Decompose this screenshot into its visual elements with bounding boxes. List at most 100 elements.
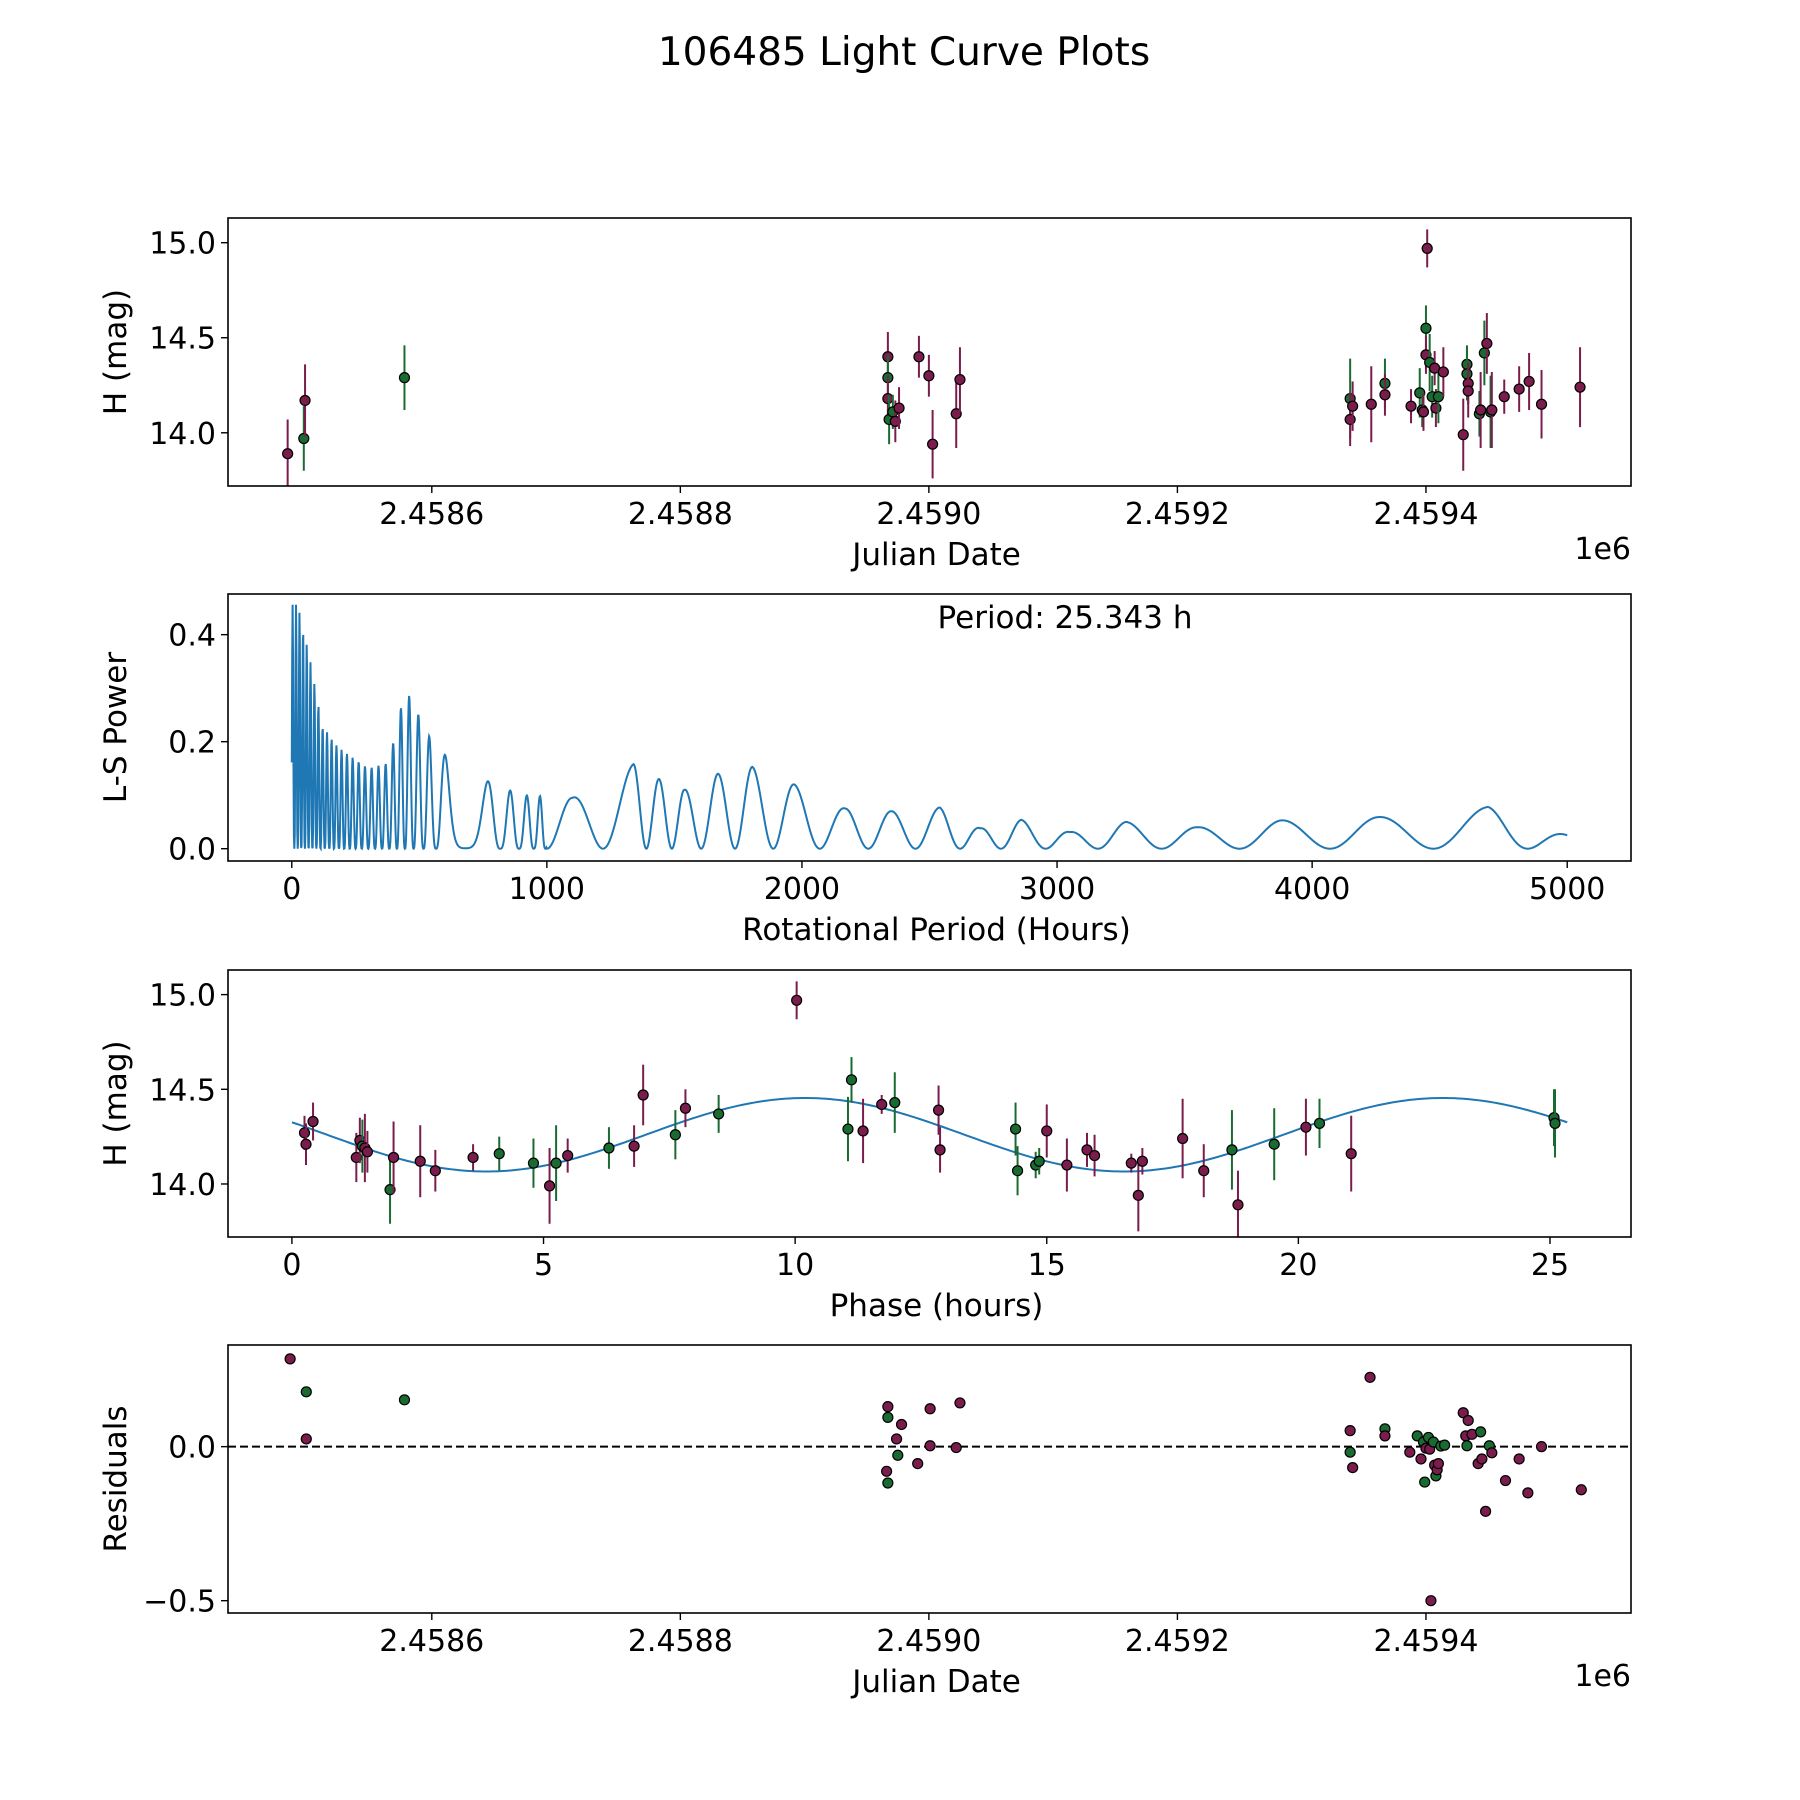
data-point-phase (932, 1104, 945, 1116)
xtick-label-raw: 2.4594 (1373, 497, 1478, 532)
data-point-phase (628, 1140, 640, 1152)
ytick-label-ls: 0.2 (168, 726, 216, 761)
data-point-phase (1232, 1199, 1244, 1211)
ytick-label-ls: 0.0 (168, 833, 216, 868)
data-point-resid (1419, 1476, 1431, 1488)
data-point-phase (1041, 1125, 1053, 1137)
data-point-raw (282, 448, 294, 460)
data-point-resid (924, 1440, 936, 1452)
data-point-phase (1136, 1155, 1148, 1167)
data-point-phase (1268, 1138, 1280, 1150)
data-point-phase (298, 1127, 311, 1139)
data-point-phase (1132, 1189, 1144, 1201)
data-point-resid (1344, 1425, 1356, 1437)
data-point-phase (384, 1184, 396, 1196)
xtick-label-phase: 0 (282, 1248, 301, 1283)
panel-phase: 0 5 10 15 20 25 14.0 14.5 15.0 Phase (hours) H (ma… (98, 969, 1632, 1324)
data-point-phase (637, 1089, 649, 1101)
data-point-raw (1535, 398, 1548, 410)
data-point-phase (1009, 1123, 1022, 1135)
data-point-phase (1313, 1117, 1326, 1129)
data-point-raw (950, 408, 962, 420)
axes-frame-phase (227, 969, 1632, 1238)
ytick-label-raw: 15.0 (149, 227, 216, 262)
data-point-resid (1476, 1453, 1488, 1465)
ytick-label-phase: 15.0 (149, 979, 216, 1014)
data-point-resid (1462, 1414, 1474, 1427)
xtick-label-resid: 2.4592 (1125, 1624, 1230, 1659)
xtick-label-phase: 25 (1531, 1248, 1569, 1283)
data-point-raw (1574, 381, 1586, 393)
data-point-raw (1478, 347, 1490, 359)
data-point-resid (882, 1477, 894, 1489)
xtick-label-raw: 2.4590 (876, 497, 981, 532)
data-point-resid (882, 1401, 894, 1413)
data-point-phase (1061, 1159, 1073, 1171)
xlabel-ls: Rotational Period (Hours) (742, 912, 1131, 948)
ytick-label-resid: −0.5 (143, 1585, 216, 1620)
data-point-phase (467, 1151, 479, 1164)
data-point-resid (1415, 1453, 1427, 1465)
data-point-resid (1425, 1595, 1437, 1607)
data-point-raw (1461, 368, 1473, 380)
data-point-phase (527, 1157, 540, 1169)
axes-frame-ls (227, 593, 1632, 862)
ytick-label-raw: 14.5 (149, 322, 216, 357)
xtick-label-ls: 0 (282, 872, 301, 907)
data-point-phase (543, 1180, 556, 1192)
data-point-phase (889, 1096, 901, 1109)
xtick-label-raw: 2.4586 (379, 497, 484, 532)
data-point-phase (414, 1155, 426, 1167)
data-point-resid (1513, 1453, 1525, 1465)
data-point-raw (1498, 391, 1510, 403)
data-point-phase (1088, 1149, 1101, 1162)
ylabel-raw: H (mag) (98, 289, 134, 415)
plot-area-ls (290, 604, 1568, 852)
data-point-phase (1198, 1165, 1210, 1177)
data-point-raw (1475, 404, 1487, 416)
data-point-raw (882, 392, 894, 405)
data-point-resid (881, 1465, 893, 1477)
data-point-resid (892, 1449, 904, 1461)
data-point-raw (954, 373, 966, 386)
data-point-phase (669, 1129, 681, 1141)
xtick-label-ls: 3000 (1019, 872, 1095, 907)
data-point-raw (1523, 375, 1535, 388)
data-point-resid (1522, 1487, 1534, 1499)
xtick-label-phase: 20 (1279, 1248, 1317, 1283)
offset-label-resid: 1e6 (1574, 1659, 1631, 1694)
ylabel-resid: Residuals (98, 1405, 134, 1552)
data-point-phase (350, 1151, 362, 1164)
data-point-raw (923, 370, 935, 382)
offset-label-raw: 1e6 (1574, 532, 1631, 567)
data-point-phase (1549, 1117, 1561, 1129)
xtick-label-raw: 2.4588 (628, 497, 733, 532)
data-point-phase (1081, 1144, 1093, 1156)
data-point-phase (361, 1146, 373, 1158)
data-point-phase (307, 1115, 319, 1128)
data-point-raw (893, 402, 905, 414)
data-point-phase (713, 1108, 725, 1120)
data-point-phase (387, 1151, 400, 1164)
data-point-phase (845, 1074, 858, 1086)
data-point-resid (895, 1418, 908, 1431)
data-point-phase (550, 1157, 562, 1169)
ylabel-phase: H (mag) (98, 1040, 134, 1166)
data-point-resid (1480, 1505, 1492, 1517)
xtick-label-phase: 5 (534, 1248, 553, 1283)
data-point-raw (1344, 413, 1356, 426)
data-point-phase (603, 1142, 615, 1154)
plot-area-phase (291, 981, 1568, 1237)
data-point-raw (1379, 389, 1391, 401)
ylabel-ls: L-S Power (98, 652, 134, 803)
data-point-resid (1432, 1457, 1444, 1470)
data-point-raw (1405, 400, 1417, 412)
data-point-phase (562, 1149, 574, 1162)
data-point-phase (1125, 1157, 1137, 1169)
data-point-raw (1347, 400, 1359, 412)
data-point-resid (300, 1386, 312, 1398)
xtick-label-phase: 15 (1028, 1248, 1066, 1283)
data-point-phase (429, 1165, 441, 1177)
data-point-resid (1347, 1462, 1359, 1474)
data-point-raw (927, 438, 939, 450)
